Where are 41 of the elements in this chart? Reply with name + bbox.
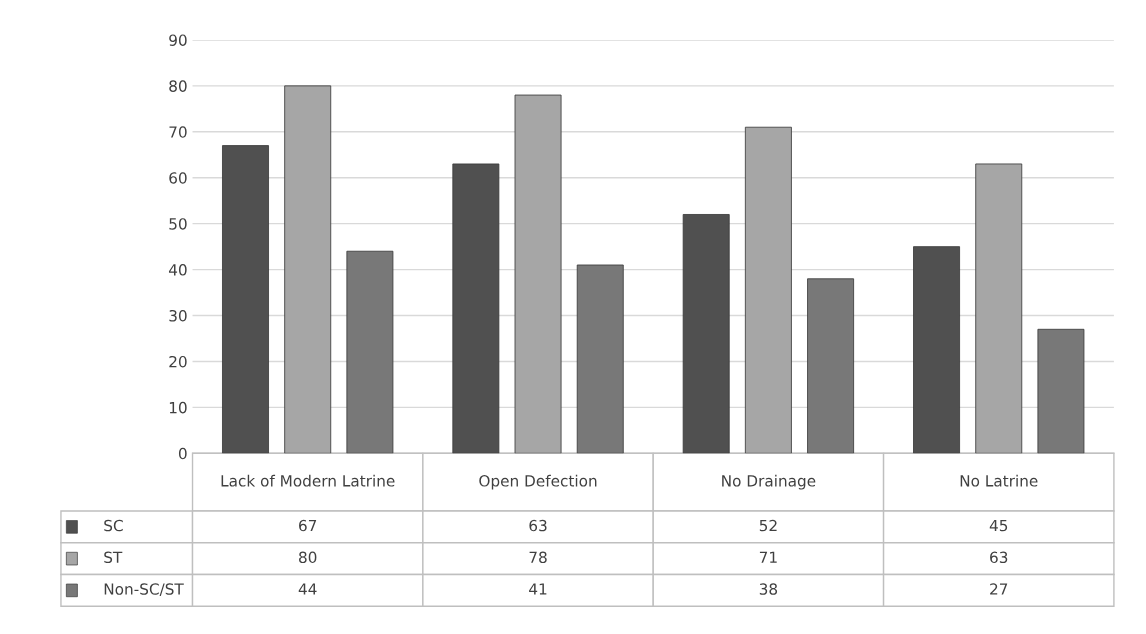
data-label: 45 <box>989 519 1008 532</box>
x-tick-label: No Drainage <box>722 474 816 490</box>
bar <box>452 163 500 454</box>
data-label: 63 <box>990 551 1008 564</box>
x-tick-label: Lack of Modern Latrine <box>221 474 395 487</box>
y-tick-label: 30 <box>169 309 187 322</box>
data-label: 38 <box>759 583 778 595</box>
bar <box>346 250 394 454</box>
y-tick-label: 0 <box>178 447 187 460</box>
bar <box>222 145 269 454</box>
bar <box>284 85 332 454</box>
legend-label: SC <box>104 519 123 532</box>
bar <box>913 246 960 454</box>
data-label: 52 <box>759 519 777 532</box>
y-tick-label: 70 <box>169 126 187 138</box>
bar <box>975 163 1023 454</box>
bar <box>682 214 730 454</box>
y-tick-label: 40 <box>168 264 187 276</box>
data-label: 44 <box>298 583 317 595</box>
bar <box>744 126 792 454</box>
legend-label: Non-SC/ST <box>104 583 184 597</box>
bar <box>1037 328 1085 454</box>
y-tick-label: 50 <box>169 218 187 230</box>
x-tick-label: Open Defection <box>479 474 597 490</box>
bar <box>514 94 562 454</box>
data-label: 27 <box>990 583 1008 595</box>
data-label: 78 <box>529 551 547 564</box>
data-label: 67 <box>299 519 317 532</box>
data-label: 41 <box>529 583 547 595</box>
y-tick-label: 20 <box>169 355 187 368</box>
y-tick-label: 10 <box>169 401 187 414</box>
y-tick-label: 90 <box>169 34 187 46</box>
data-label: 63 <box>529 519 547 532</box>
bar <box>807 278 855 454</box>
y-tick-label: 60 <box>169 172 187 184</box>
data-label: 80 <box>299 551 317 564</box>
x-tick-label: No Latrine <box>960 474 1038 487</box>
bar <box>576 264 624 454</box>
data-label: 71 <box>759 551 777 563</box>
y-tick-label: 80 <box>169 80 187 92</box>
legend-label: ST <box>104 551 123 564</box>
